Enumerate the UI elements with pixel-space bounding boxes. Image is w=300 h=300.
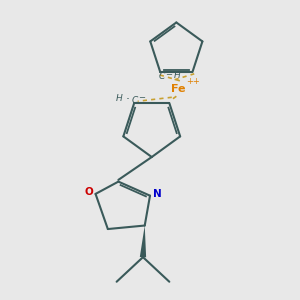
Text: −: − bbox=[165, 70, 172, 79]
Text: H: H bbox=[116, 94, 122, 103]
Text: ++: ++ bbox=[186, 77, 200, 86]
Text: −: − bbox=[138, 93, 145, 102]
Text: ·: · bbox=[125, 93, 129, 106]
Polygon shape bbox=[140, 226, 146, 257]
Text: Fe: Fe bbox=[171, 83, 185, 94]
Text: H: H bbox=[173, 71, 180, 80]
Text: O: O bbox=[84, 187, 93, 197]
Text: C: C bbox=[132, 96, 138, 105]
Text: N: N bbox=[153, 189, 162, 199]
Text: C: C bbox=[159, 72, 165, 81]
